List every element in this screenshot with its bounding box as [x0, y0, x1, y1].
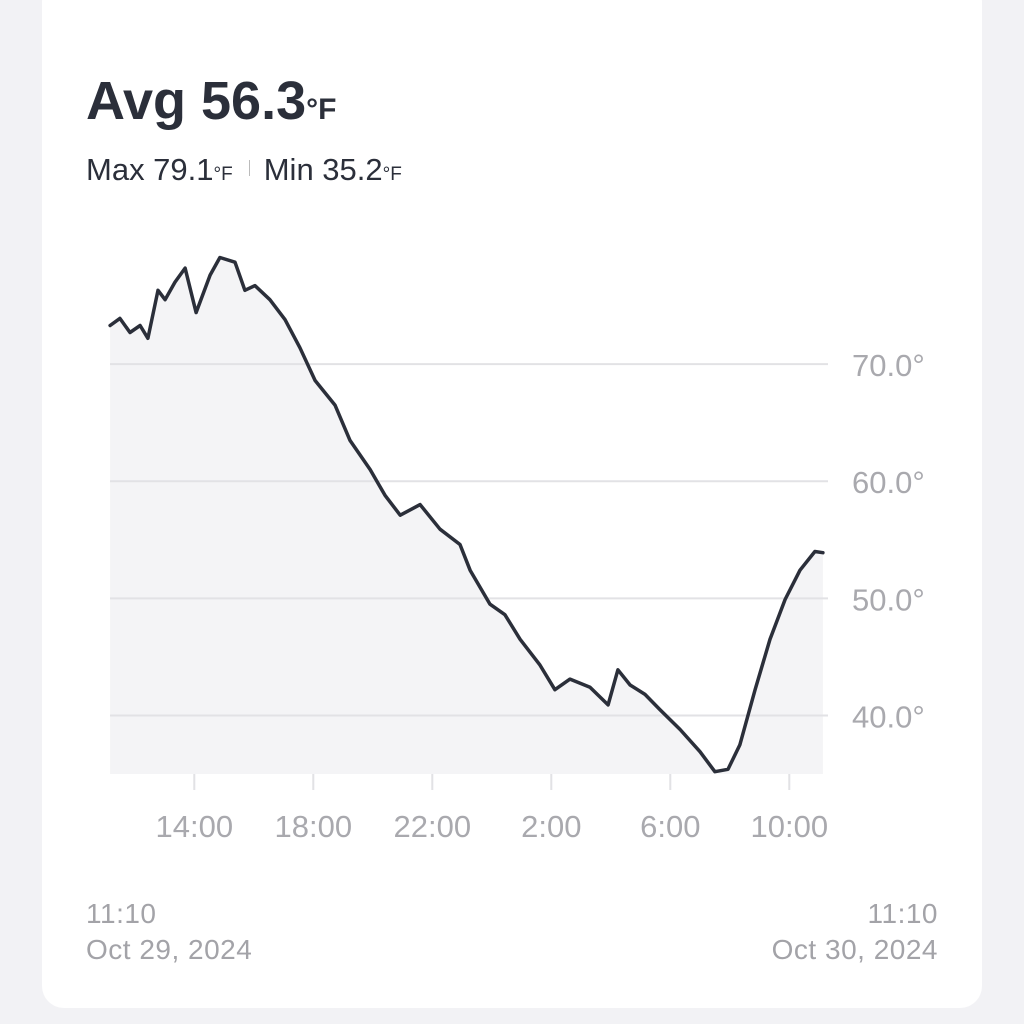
- average: Avg 56.3°F: [86, 70, 336, 132]
- min-unit: °F: [382, 164, 402, 185]
- area-fill: [110, 257, 823, 774]
- temperature-line: [108, 255, 825, 774]
- start-date: Oct 29, 2024: [86, 934, 253, 965]
- start-time: 11:10: [86, 898, 157, 929]
- x-tick-label: 2:00: [521, 809, 581, 844]
- x-tick-label: 6:00: [640, 809, 700, 844]
- avg-value: Avg 56.3: [86, 71, 307, 131]
- x-tick-label: 22:00: [394, 809, 472, 844]
- separator: [248, 160, 250, 176]
- x-tick-label: 18:00: [275, 809, 353, 844]
- avg-unit: °F: [306, 93, 337, 126]
- range: Max 79.1°F Min 35.2°F: [86, 152, 402, 188]
- end-time: 11:10: [867, 898, 938, 929]
- x-tick-label: 14:00: [156, 809, 234, 844]
- end-label: 11:10 Oct 30, 2024: [772, 896, 938, 968]
- max-value: Max 79.1: [86, 152, 214, 187]
- min-value: Min 35.2: [263, 152, 383, 187]
- y-tick-label: 40.0°: [852, 699, 925, 734]
- max-unit: °F: [213, 164, 233, 185]
- end-date: Oct 30, 2024: [771, 934, 938, 965]
- start-label: 11:10 Oct 29, 2024: [86, 896, 252, 968]
- y-tick-label: 60.0°: [852, 465, 925, 500]
- y-tick-label: 70.0°: [852, 348, 925, 383]
- y-tick-label: 50.0°: [852, 582, 925, 617]
- x-tick-label: 10:00: [751, 809, 829, 844]
